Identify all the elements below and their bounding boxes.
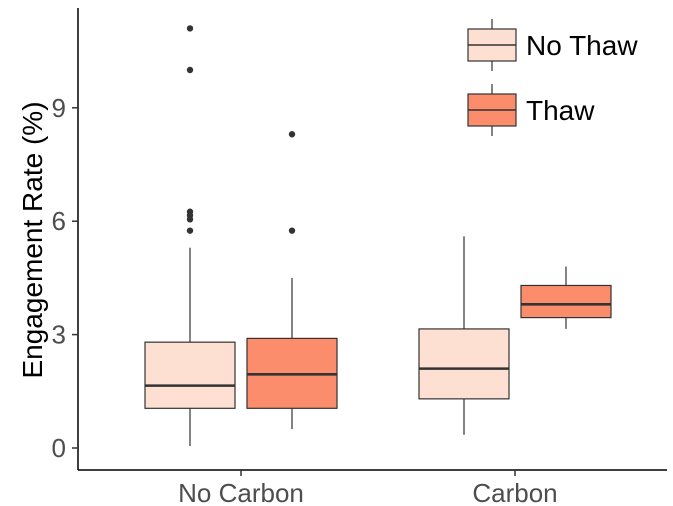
y-tick-label: 6 <box>52 206 66 236</box>
box-thaw-carbon <box>520 266 612 329</box>
iqr-box <box>520 284 612 319</box>
legend: No Thaw Thaw <box>467 19 638 136</box>
legend-label: No Thaw <box>526 30 638 61</box>
iqr-box <box>418 328 510 400</box>
axes <box>77 8 667 471</box>
box-no-thaw-no-carbon <box>144 25 236 447</box>
outlier-point <box>186 25 194 32</box>
boxes <box>144 25 612 447</box>
y-tick-label: 9 <box>52 93 66 123</box>
legend-label: Thaw <box>526 95 595 126</box>
x-tick-label: No Carbon <box>178 478 304 506</box>
x-tick-label: Carbon <box>472 478 557 506</box>
legend-item-thaw: Thaw <box>467 84 595 136</box>
outlier-point <box>288 131 296 138</box>
iqr-box <box>144 341 236 409</box>
box-no-thaw-carbon <box>418 236 510 435</box>
legend-item-no-thaw: No Thaw <box>467 19 638 71</box>
x-ticks: No Carbon Carbon <box>178 470 558 506</box>
y-ticks: 0 3 6 9 <box>52 93 78 463</box>
outlier-point <box>186 66 194 74</box>
outlier-point <box>186 227 194 234</box>
y-axis-title: Engagement Rate (%) <box>17 101 48 378</box>
outlier-point <box>186 208 194 215</box>
y-tick-label: 0 <box>52 433 66 463</box>
box-thaw-no-carbon <box>246 131 338 430</box>
outlier-point <box>288 227 296 234</box>
y-tick-label: 3 <box>52 320 66 350</box>
